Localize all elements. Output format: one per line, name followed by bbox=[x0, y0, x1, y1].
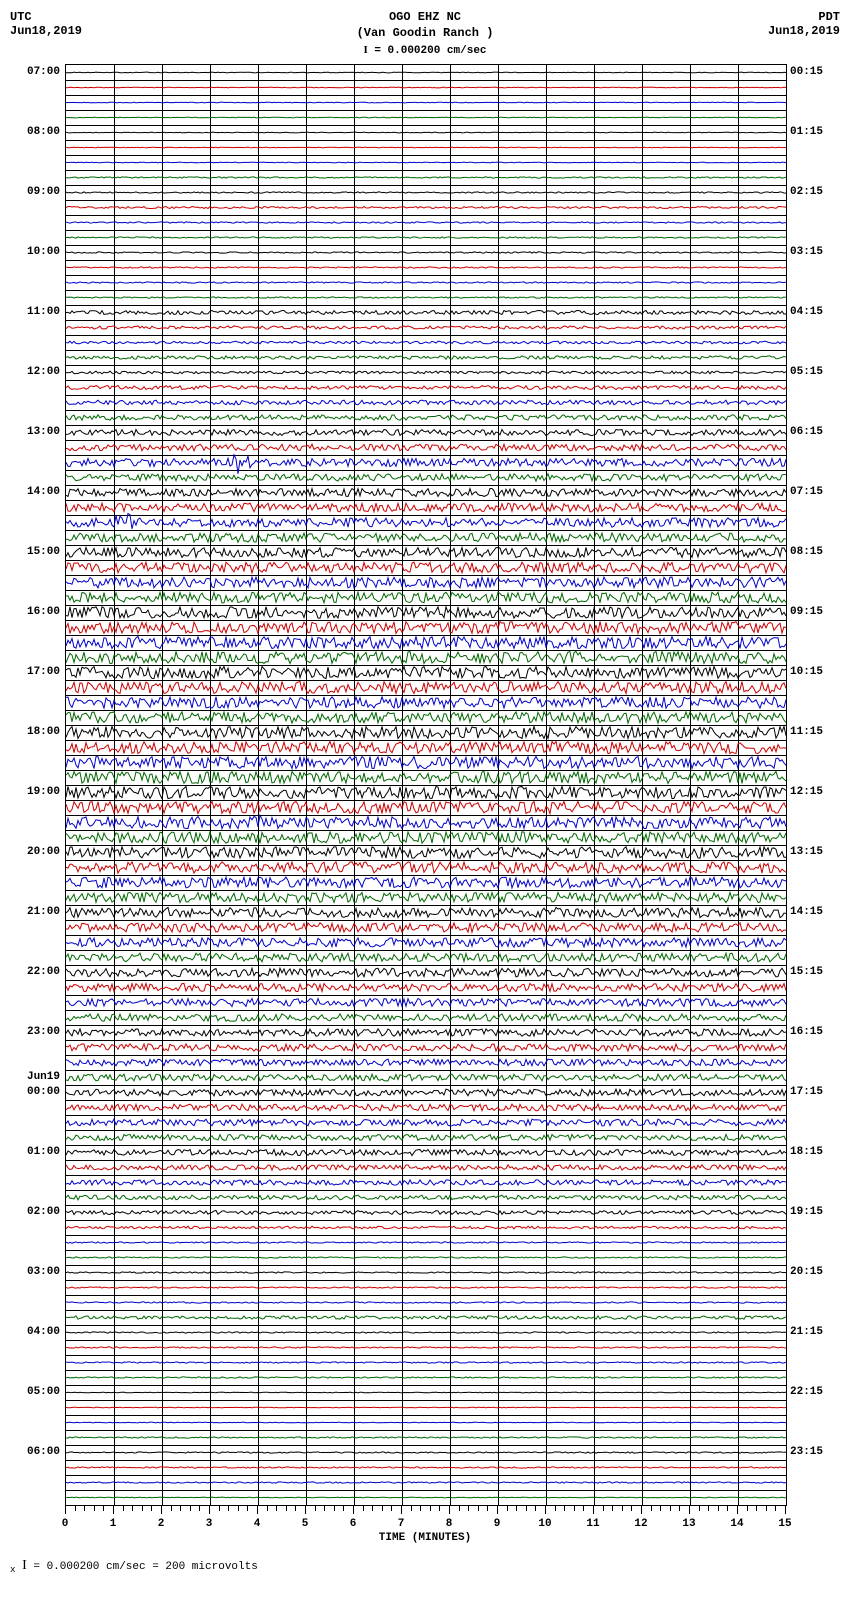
pdt-label: PDT bbox=[740, 10, 840, 24]
utc-time-label: 17:00 bbox=[10, 666, 60, 678]
footer-sub: x bbox=[10, 1565, 16, 1576]
x-axis-label: TIME (MINUTES) bbox=[379, 1532, 471, 1544]
utc-time-label: 18:00 bbox=[10, 726, 60, 738]
utc-time-label: 02:00 bbox=[10, 1206, 60, 1218]
pdt-time-label: 03:15 bbox=[790, 246, 840, 258]
pdt-time-label: 10:15 bbox=[790, 666, 840, 678]
day-change-label: Jun19 bbox=[10, 1071, 60, 1083]
pdt-time-label: 06:15 bbox=[790, 426, 840, 438]
pdt-time-label: 14:15 bbox=[790, 906, 840, 918]
pdt-time-label: 16:15 bbox=[790, 1026, 840, 1038]
x-tick-label: 9 bbox=[494, 1518, 501, 1530]
utc-time-label: 08:00 bbox=[10, 126, 60, 138]
utc-time-label: 00:00 bbox=[10, 1086, 60, 1098]
pdt-time-label: 02:15 bbox=[790, 186, 840, 198]
utc-time-label: 15:00 bbox=[10, 546, 60, 558]
pdt-time-label: 11:15 bbox=[790, 726, 840, 738]
pdt-time-label: 05:15 bbox=[790, 366, 840, 378]
utc-time-label: 21:00 bbox=[10, 906, 60, 918]
x-tick-label: 2 bbox=[158, 1518, 165, 1530]
station-code: OGO EHZ NC bbox=[110, 10, 740, 26]
utc-time-label: 03:00 bbox=[10, 1266, 60, 1278]
x-tick-label: 5 bbox=[302, 1518, 309, 1530]
pdt-time-label: 15:15 bbox=[790, 966, 840, 978]
x-tick-label: 14 bbox=[730, 1518, 743, 1530]
utc-time-label: 12:00 bbox=[10, 366, 60, 378]
pdt-date: Jun18,2019 bbox=[740, 24, 840, 38]
pdt-time-label: 20:15 bbox=[790, 1266, 840, 1278]
pdt-time-label: 19:15 bbox=[790, 1206, 840, 1218]
plot-wrap: 07:00 08:00 09:00 10:00 11:00 12:00 13:00 14:00… bbox=[10, 64, 840, 1506]
pdt-time-label: 13:15 bbox=[790, 846, 840, 858]
utc-time-label: 19:00 bbox=[10, 786, 60, 798]
x-tick-label: 8 bbox=[446, 1518, 453, 1530]
x-tick-label: 15 bbox=[778, 1518, 791, 1530]
utc-time-label: 20:00 bbox=[10, 846, 60, 858]
header-left: UTC Jun18,2019 bbox=[10, 10, 110, 38]
pdt-time-label: 04:15 bbox=[790, 306, 840, 318]
utc-time-label: 22:00 bbox=[10, 966, 60, 978]
pdt-time-label: 23:15 bbox=[790, 1446, 840, 1458]
x-tick-label: 12 bbox=[634, 1518, 647, 1530]
footer: x I = 0.000200 cm/sec = 200 microvolts bbox=[10, 1558, 840, 1575]
pdt-time-label: 12:15 bbox=[790, 786, 840, 798]
pdt-time-label: 00:15 bbox=[790, 66, 840, 78]
x-tick-label: 0 bbox=[62, 1518, 69, 1530]
pdt-time-label: 22:15 bbox=[790, 1386, 840, 1398]
utc-time-label: 07:00 bbox=[10, 66, 60, 78]
header-right: PDT Jun18,2019 bbox=[740, 10, 840, 38]
pdt-time-label: 07:15 bbox=[790, 486, 840, 498]
seismogram-container: UTC Jun18,2019 OGO EHZ NC (Van Goodin Ra… bbox=[10, 10, 840, 1576]
utc-time-label: 11:00 bbox=[10, 306, 60, 318]
utc-time-label: 16:00 bbox=[10, 606, 60, 618]
x-axis: TIME (MINUTES) 0123456789101112131415 bbox=[65, 1506, 785, 1546]
x-tick-label: 10 bbox=[538, 1518, 551, 1530]
utc-time-label: 10:00 bbox=[10, 246, 60, 258]
utc-time-label: 14:00 bbox=[10, 486, 60, 498]
utc-time-label: 09:00 bbox=[10, 186, 60, 198]
x-tick-label: 3 bbox=[206, 1518, 213, 1530]
utc-date: Jun18,2019 bbox=[10, 24, 110, 38]
pdt-time-label: 18:15 bbox=[790, 1146, 840, 1158]
pdt-time-label: 08:15 bbox=[790, 546, 840, 558]
x-tick-label: 6 bbox=[350, 1518, 357, 1530]
utc-time-label: 05:00 bbox=[10, 1386, 60, 1398]
footer-text: = 0.000200 cm/sec = 200 microvolts bbox=[27, 1561, 258, 1573]
utc-time-label: 13:00 bbox=[10, 426, 60, 438]
x-tick-label: 1 bbox=[110, 1518, 117, 1530]
station-location: (Van Goodin Ranch ) bbox=[110, 26, 740, 42]
pdt-time-label: 01:15 bbox=[790, 126, 840, 138]
x-tick-label: 13 bbox=[682, 1518, 695, 1530]
utc-time-label: 04:00 bbox=[10, 1326, 60, 1338]
x-tick-label: 4 bbox=[254, 1518, 261, 1530]
x-tick-label: 11 bbox=[586, 1518, 599, 1530]
x-tick-label: 7 bbox=[398, 1518, 405, 1530]
utc-time-label: 23:00 bbox=[10, 1026, 60, 1038]
utc-time-label: 06:00 bbox=[10, 1446, 60, 1458]
utc-label: UTC bbox=[10, 10, 110, 24]
pdt-time-label: 17:15 bbox=[790, 1086, 840, 1098]
seismogram-plot bbox=[65, 64, 787, 1506]
pdt-time-label: 21:15 bbox=[790, 1326, 840, 1338]
utc-time-label: 01:00 bbox=[10, 1146, 60, 1158]
pdt-time-label: 09:15 bbox=[790, 606, 840, 618]
